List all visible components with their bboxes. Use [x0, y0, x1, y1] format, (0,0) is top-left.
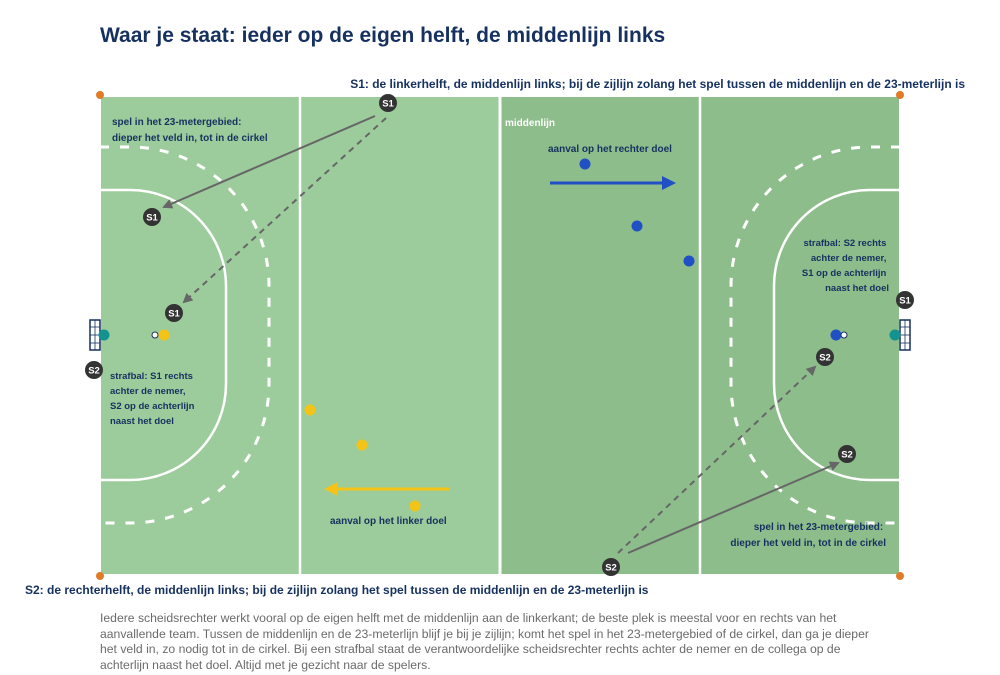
- s2-move-arrow-dashed: [617, 365, 817, 554]
- attack-left-label: aanval op het linker doel: [330, 516, 447, 527]
- attack-right-label: aanval op het rechter doel: [548, 144, 672, 155]
- umpire-s1-penalty: S1: [165, 304, 183, 322]
- page-title: Waar je staat: ieder op de eigen helft, …: [100, 24, 666, 47]
- blue-player: [579, 158, 591, 170]
- svg-text:S2: S2: [841, 450, 853, 461]
- right-ball: [840, 331, 848, 339]
- svg-text:S2: S2: [819, 353, 831, 364]
- corner-flag-bottom-right: [896, 572, 904, 580]
- s1-role-label: S1: de linkerhelft, de middenlijn links;…: [350, 77, 965, 91]
- left-penalty-note: strafbal: S1 rechts achter de nemer, S2 …: [110, 371, 197, 427]
- umpire-s2-sideline: S2: [602, 558, 620, 576]
- svg-text:S1: S1: [168, 309, 180, 320]
- yellow-penalty-taker: [158, 329, 170, 341]
- s2-move-arrow-solid: [627, 461, 840, 554]
- corner-flag-bottom-left: [96, 572, 104, 580]
- blue-player: [631, 220, 643, 232]
- hockey-field-diagram: S1 S1 S1 S1 S2 S2 S2 S2 S1: de linkerhel…: [25, 77, 965, 597]
- umpire-s2-23m: S2: [838, 445, 856, 463]
- yellow-player: [409, 500, 421, 512]
- right-23m-note: spel in het 23-metergebied: dieper het v…: [730, 522, 886, 549]
- svg-text:S2: S2: [88, 366, 100, 377]
- right-goalkeeper: [889, 329, 901, 341]
- s1-move-arrow-dashed: [182, 117, 387, 304]
- corner-flag-top-right: [896, 91, 904, 99]
- umpire-s1-23m: S1: [143, 208, 161, 226]
- explanation-text: Iedere scheidsrechter werkt vooral op de…: [100, 611, 869, 672]
- left-ball: [151, 331, 159, 339]
- svg-text:S2: S2: [605, 563, 617, 574]
- s2-role-label: S2: de rechterhelft, de middenlijn links…: [25, 583, 649, 597]
- umpire-s2-penalty: S2: [816, 348, 834, 366]
- right-shooting-circle: [772, 188, 900, 482]
- umpire-s2-backline: S2: [85, 361, 103, 379]
- corner-flag-top-left: [96, 91, 104, 99]
- yellow-player: [304, 404, 316, 416]
- s1-move-arrow-solid: [162, 115, 376, 209]
- umpire-s1-backline: S1: [896, 291, 914, 309]
- svg-text:S1: S1: [146, 213, 158, 224]
- umpire-s1-sideline: S1: [379, 94, 397, 112]
- svg-text:S1: S1: [899, 296, 911, 307]
- left-23m-note: spel in het 23-metergebied: dieper het v…: [112, 117, 268, 144]
- midline-label: middenlijn: [505, 118, 555, 129]
- svg-text:S1: S1: [382, 99, 394, 110]
- blue-penalty-taker: [830, 329, 842, 341]
- right-goal: [899, 319, 911, 351]
- left-goalkeeper: [98, 329, 110, 341]
- right-penalty-note: strafbal: S2 rechts achter de nemer, S1 …: [802, 238, 889, 294]
- blue-player: [683, 255, 695, 267]
- yellow-player: [356, 439, 368, 451]
